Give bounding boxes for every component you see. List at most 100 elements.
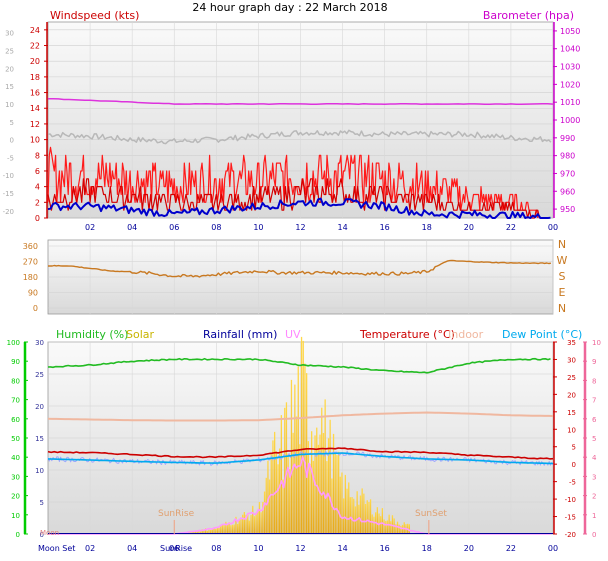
solar-bar <box>225 521 227 534</box>
humidity-label: Humidity (%) <box>56 328 128 341</box>
solar-bar <box>338 451 340 534</box>
solar-bar <box>280 415 282 534</box>
x-tick-label: 20 <box>464 223 474 232</box>
dewpoint-label: Dew Point (°C) <box>502 328 582 341</box>
windspeed-tick-label: 12 <box>30 120 40 129</box>
solar-bar <box>309 463 311 534</box>
solar-bar <box>334 453 336 534</box>
solar-bar <box>341 472 343 534</box>
x-tick-label: 02 <box>85 223 95 232</box>
rainfall-tick-label: 25 <box>35 371 44 379</box>
direction-tick-label: 0 <box>33 304 38 313</box>
direction-tick-label: 270 <box>23 258 38 267</box>
solar-bar <box>307 441 309 534</box>
solar-bar <box>294 384 296 534</box>
compass-label: W <box>557 254 568 267</box>
solar-bar <box>292 432 294 534</box>
solar-bar <box>381 508 383 534</box>
uv-tick-label: 0 <box>592 531 596 539</box>
humidity-tick-label: 50 <box>11 435 20 443</box>
humidity-tick-label: 70 <box>11 397 20 405</box>
temp-grey-tick-label: -10 <box>3 172 14 180</box>
sunrise-axis-label: SunRise <box>160 544 192 553</box>
sunrise-annotation: SunRise <box>158 509 195 519</box>
x-tick-label: 18 <box>422 223 432 232</box>
solar-bar <box>289 469 291 534</box>
solar-bar <box>263 491 266 534</box>
solar-bar <box>211 528 213 534</box>
panel-direction-grid <box>48 240 554 314</box>
temp-grey-tick-label: 5 <box>10 119 14 127</box>
uv-tick-label: 5 <box>592 435 596 443</box>
solar-bar <box>188 531 190 534</box>
solar-bar <box>253 516 256 534</box>
temperature-tick-label: -5 <box>569 479 576 487</box>
x-tick-label: 20 <box>464 544 474 553</box>
temperature-tick-label: -10 <box>565 496 576 504</box>
solar-bar <box>210 529 212 534</box>
windspeed-series <box>47 178 542 219</box>
compass-label: E <box>559 286 566 299</box>
humidity-tick-label: 40 <box>11 454 20 462</box>
windspeed-tick-label: 24 <box>30 26 40 35</box>
solar-bar <box>319 434 321 534</box>
direction-tick-label: 90 <box>28 289 38 298</box>
solar-bar <box>274 431 276 534</box>
barometer-tick-label: 990 <box>560 134 575 143</box>
x-tick-label: 00 <box>548 544 558 553</box>
solar-bar <box>391 515 394 534</box>
indoor-label: Indoor <box>448 328 484 341</box>
solar-bar <box>216 527 219 534</box>
direction-axis: 360 270 180 90 0 <box>23 242 38 313</box>
solar-bar <box>245 514 247 534</box>
solar-bar <box>218 527 220 534</box>
windspeed-tick-label: 0 <box>35 214 40 223</box>
solar-bar <box>203 529 205 534</box>
solar-bar <box>353 498 355 534</box>
temp-grey-axis: 30 25 20 15 10 5 0 -5 -10 -15 -20 <box>3 30 14 216</box>
barometer-tick-label: 1050 <box>560 27 580 36</box>
solar-bar <box>371 514 373 534</box>
solar-bar <box>270 452 272 534</box>
solar-bar <box>242 514 244 534</box>
solar-bar <box>194 531 197 534</box>
x-tick-label: 08 <box>211 544 221 553</box>
humidity-series <box>47 357 551 374</box>
solar-bar <box>265 477 267 534</box>
solar-bar <box>213 527 215 534</box>
indoor-series <box>47 411 554 422</box>
gust-series <box>47 146 539 219</box>
barometer-tick-label: 1030 <box>560 63 580 72</box>
windspeed-label: Windspeed (kts) <box>50 9 139 22</box>
barometer-axis: 1050 1040 1030 1020 1010 1000 990 980 970 960 950 <box>553 22 580 218</box>
windspeed-tick-label: 6 <box>35 167 40 176</box>
solar-bar <box>324 399 326 534</box>
solar-bar <box>373 516 375 534</box>
barometer-tick-label: 1000 <box>560 116 580 125</box>
solar-bar <box>250 515 252 534</box>
rainfall-label: Rainfall (mm) <box>203 328 277 341</box>
barometer-tick-label: 960 <box>560 187 575 196</box>
temperature-tick-label: 10 <box>567 426 576 434</box>
x-tick-label: 22 <box>506 223 516 232</box>
temperature-tick-label: -15 <box>565 514 576 522</box>
x-tick-label: 00 <box>548 223 558 232</box>
windspeed-tick-label: 16 <box>30 89 40 98</box>
windspeed-tick-label: 10 <box>30 136 40 145</box>
solar-bar <box>368 502 370 534</box>
solar-bar <box>302 340 304 534</box>
solar-bar <box>316 427 318 534</box>
solar-bar <box>376 507 378 534</box>
x-tick-label: 16 <box>380 223 390 232</box>
solar-label: Solar <box>126 328 155 341</box>
solar-bar <box>233 524 235 534</box>
wind-direction-series <box>48 259 551 278</box>
solar-bar <box>329 419 331 534</box>
barometer-tick-label: 1010 <box>560 98 580 107</box>
solar-bar <box>396 521 399 534</box>
temperature-axis: 35 30 25 20 15 10 5 0 -5 -10 -15 -20 <box>553 339 576 539</box>
temperature-tick-label: 30 <box>567 356 576 364</box>
solar-bar <box>268 479 271 534</box>
